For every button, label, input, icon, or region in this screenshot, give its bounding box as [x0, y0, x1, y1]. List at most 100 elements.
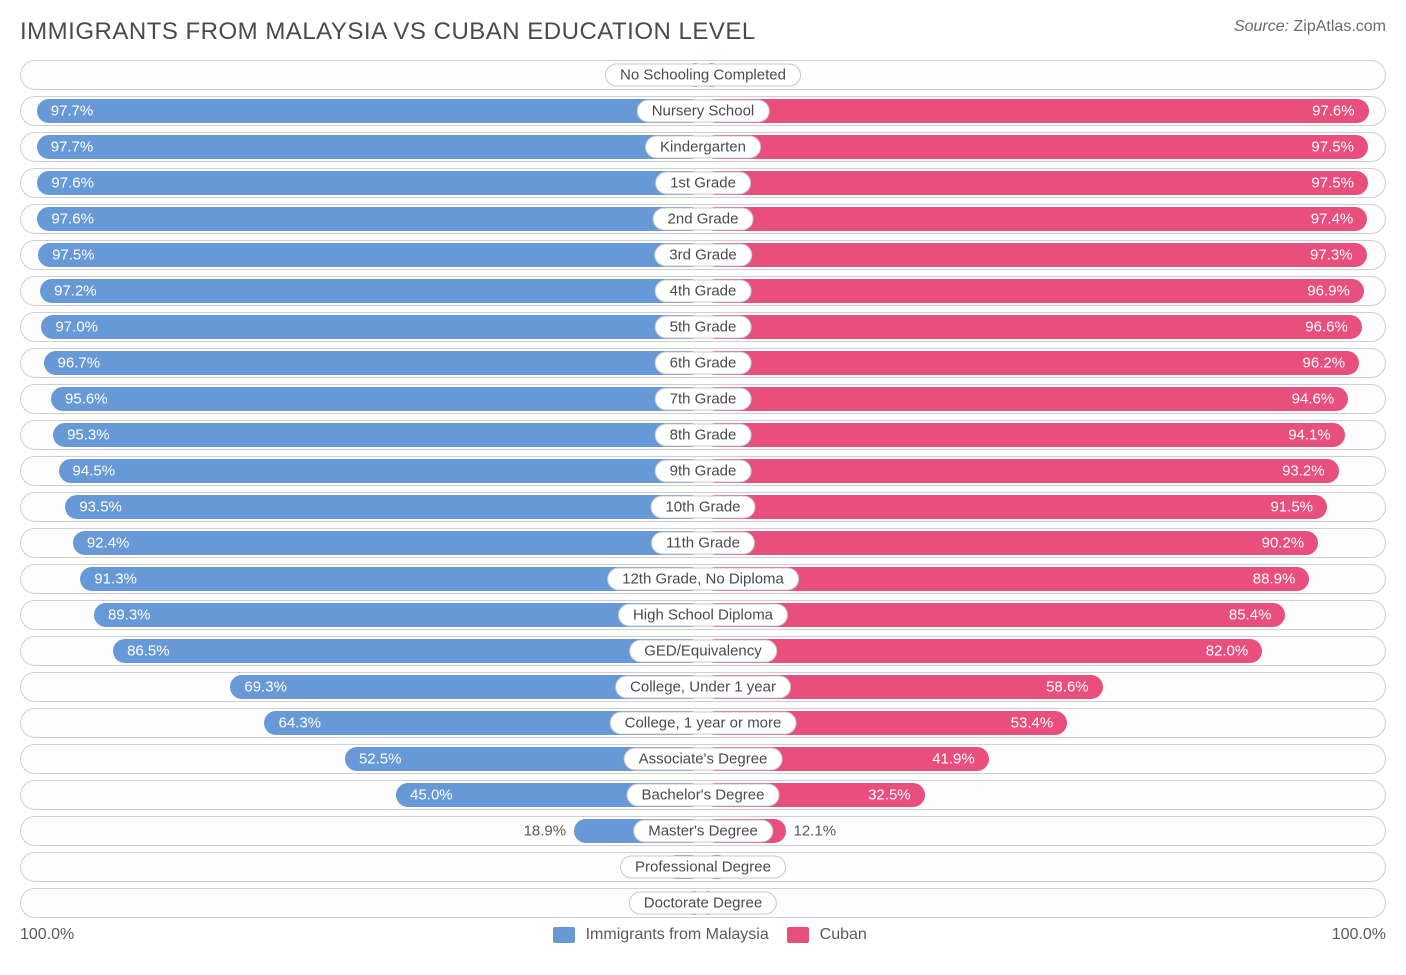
right-bar: [703, 243, 1367, 267]
left-value: 69.3%: [244, 679, 287, 696]
category-label: Doctorate Degree: [629, 892, 777, 915]
left-value: 64.3%: [278, 715, 321, 732]
bar-row: 5.7%4.0%Professional Degree: [20, 852, 1386, 882]
right-value: 96.6%: [1305, 319, 1348, 336]
right-bar: [703, 459, 1339, 483]
category-label: 11th Grade: [651, 532, 755, 555]
left-value: 97.5%: [52, 247, 95, 264]
bar-row: 86.5% 82.0% GED/Equivalency: [20, 636, 1386, 666]
right-value: 97.5%: [1311, 139, 1354, 156]
left-value: 97.7%: [51, 139, 94, 156]
right-value: 82.0%: [1206, 643, 1249, 660]
left-value: 96.7%: [58, 355, 101, 372]
left-value: 97.6%: [51, 211, 94, 228]
legend: Immigrants from Malaysia Cuban: [74, 926, 1331, 944]
left-bar: [41, 315, 703, 339]
right-value: 85.4%: [1229, 607, 1272, 624]
left-value: 92.4%: [87, 535, 130, 552]
right-value: 88.9%: [1253, 571, 1296, 588]
right-bar: [703, 315, 1362, 339]
bar-row: 2.6%1.4%Doctorate Degree: [20, 888, 1386, 918]
right-bar: [703, 423, 1345, 447]
header: IMMIGRANTS FROM MALAYSIA VS CUBAN EDUCAT…: [20, 18, 1386, 46]
right-value: 90.2%: [1262, 535, 1305, 552]
left-value: 97.7%: [51, 103, 94, 120]
category-label: 2nd Grade: [653, 208, 754, 231]
left-bar: [65, 495, 703, 519]
right-bar: [703, 387, 1348, 411]
category-label: Nursery School: [637, 100, 770, 123]
right-bar: [703, 99, 1369, 123]
right-value: 97.3%: [1310, 247, 1353, 264]
right-value: 96.2%: [1303, 355, 1346, 372]
bar-row: 18.9%12.1%Master's Degree: [20, 816, 1386, 846]
right-value: 97.4%: [1311, 211, 1354, 228]
footer: 100.0% Immigrants from Malaysia Cuban 10…: [20, 926, 1386, 944]
left-value: 93.5%: [79, 499, 122, 516]
left-bar: [53, 423, 703, 447]
source-label: Source:: [1234, 18, 1289, 35]
category-label: Master's Degree: [633, 820, 773, 843]
source: Source: ZipAtlas.com: [1234, 18, 1386, 36]
right-value: 94.6%: [1292, 391, 1335, 408]
legend-swatch-left: [553, 927, 575, 943]
right-bar: [703, 531, 1318, 555]
left-value: 95.6%: [65, 391, 108, 408]
category-label: GED/Equivalency: [629, 640, 777, 663]
category-label: No Schooling Completed: [605, 64, 801, 87]
bar-row: 97.5%97.3%3rd Grade: [20, 240, 1386, 270]
left-bar: [37, 99, 703, 123]
category-label: High School Diploma: [618, 604, 788, 627]
left-bar: [40, 279, 703, 303]
bar-row: 93.5%91.5%10th Grade: [20, 492, 1386, 522]
diverging-bar-chart: 2.3%2.5%No Schooling Completed97.7%97.6%…: [20, 60, 1386, 918]
left-value: 94.5%: [73, 463, 116, 480]
left-value: 97.2%: [54, 283, 97, 300]
right-value: 53.4%: [1011, 715, 1054, 732]
left-bar: [59, 459, 703, 483]
axis-left-label: 100.0%: [20, 926, 74, 944]
bar-row: 97.7%97.6%Nursery School: [20, 96, 1386, 126]
left-value: 91.3%: [94, 571, 137, 588]
right-value: 91.5%: [1270, 499, 1313, 516]
bar-row: 97.6%97.5%1st Grade: [20, 168, 1386, 198]
bar-row: 95.3% 94.1% 8th Grade: [20, 420, 1386, 450]
left-value: 86.5%: [127, 643, 170, 660]
category-label: 8th Grade: [655, 424, 752, 447]
category-label: Professional Degree: [620, 856, 786, 879]
right-bar: [703, 207, 1367, 231]
bar-row: 52.5%41.9%Associate's Degree: [20, 744, 1386, 774]
bar-row: 91.3% 88.9% 12th Grade, No Diploma: [20, 564, 1386, 594]
right-value: 58.6%: [1046, 679, 1089, 696]
category-label: Kindergarten: [645, 136, 761, 159]
bar-row: 89.3%85.4%High School Diploma: [20, 600, 1386, 630]
right-value: 93.2%: [1282, 463, 1325, 480]
category-label: 5th Grade: [655, 316, 752, 339]
legend-swatch-right: [787, 927, 809, 943]
bar-row: 94.5% 93.2% 9th Grade: [20, 456, 1386, 486]
right-bar: [703, 135, 1368, 159]
left-value: 95.3%: [67, 427, 110, 444]
left-bar: [44, 351, 703, 375]
category-label: Associate's Degree: [624, 748, 783, 771]
source-value: ZipAtlas.com: [1294, 18, 1386, 35]
right-value: 12.1%: [794, 823, 837, 840]
left-bar: [113, 639, 703, 663]
category-label: 12th Grade, No Diploma: [607, 568, 799, 591]
chart-container: IMMIGRANTS FROM MALAYSIA VS CUBAN EDUCAT…: [0, 0, 1406, 954]
right-value: 94.1%: [1288, 427, 1331, 444]
left-bar: [51, 387, 703, 411]
right-bar: [703, 279, 1364, 303]
category-label: 6th Grade: [655, 352, 752, 375]
left-value: 52.5%: [359, 751, 402, 768]
right-bar: [703, 351, 1359, 375]
category-label: Bachelor's Degree: [627, 784, 780, 807]
category-label: 7th Grade: [655, 388, 752, 411]
category-label: 9th Grade: [655, 460, 752, 483]
bar-row: 97.6% 97.4% 2nd Grade: [20, 204, 1386, 234]
category-label: 4th Grade: [655, 280, 752, 303]
bar-row: 97.7% 97.5% Kindergarten: [20, 132, 1386, 162]
category-label: 1st Grade: [655, 172, 751, 195]
left-bar: [94, 603, 703, 627]
legend-label-right: Cuban: [820, 926, 867, 943]
